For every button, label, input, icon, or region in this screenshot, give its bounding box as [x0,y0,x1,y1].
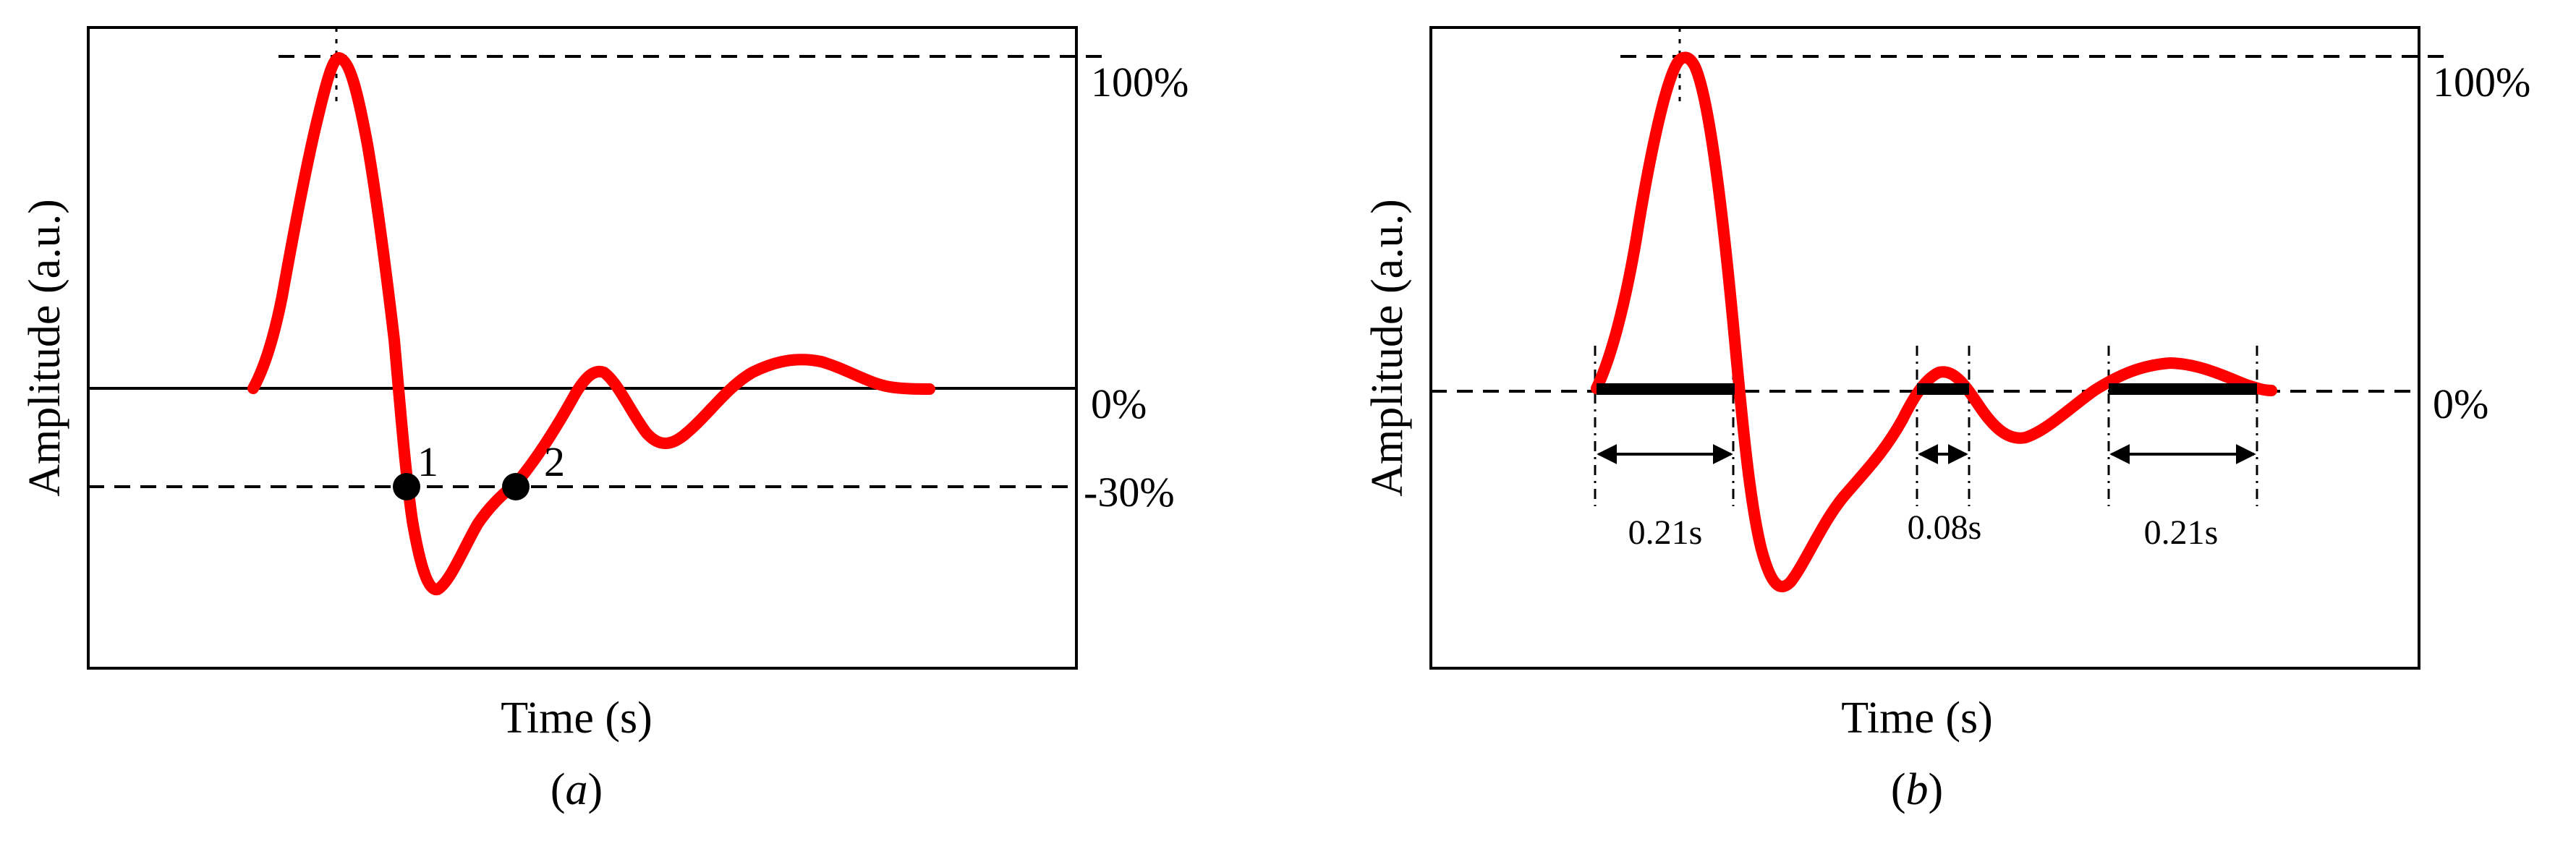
panel-a-point-2-label: 2 [544,438,565,485]
panel-b-signal-curve [1591,51,2277,592]
panel-a-caption: (a) [551,765,603,814]
panel-a-ylabel: Amplitude (a.u.) [20,199,69,497]
panel-b-interval-1-label: 0.21s [1628,513,1703,552]
panel-a-xlabel: Time (s) [501,694,652,743]
panel-b-level-0-label: 0% [2433,380,2488,427]
panel-b-xlabel: Time (s) [1841,694,1993,743]
panel-b: 0.21s 0.08s 0.21s 100% 0% Amplitude (a.u… [1363,26,2530,814]
panel-b-frame [1429,26,2420,670]
panel-b-interval-3-label: 0.21s [2144,513,2219,552]
panel-a-signal-curve [247,52,935,596]
panel-b-level-100-label: 100% [2433,59,2530,106]
panel-b-caption: (b) [1891,765,1943,814]
panel-a-point-1-label: 1 [417,438,438,485]
panel-b-interval-2-label: 0.08s [1908,508,1982,547]
panel-a: 1 2 100% 0% -30% Amplitude (a.u.) Time (… [20,26,1189,814]
panel-a-level-0-label: 0% [1091,380,1147,427]
panel-b-caption-text: b [1906,765,1929,814]
panel-a-point-1 [393,473,420,500]
panel-a-frame [87,26,1078,670]
panel-a-level-neg30-label: -30% [1084,469,1175,516]
panel-a-level-100-label: 100% [1091,59,1189,106]
panel-b-ylabel: Amplitude (a.u.) [1363,199,1412,497]
panel-a-caption-text: a [566,765,588,814]
panel-a-point-2 [502,473,530,500]
